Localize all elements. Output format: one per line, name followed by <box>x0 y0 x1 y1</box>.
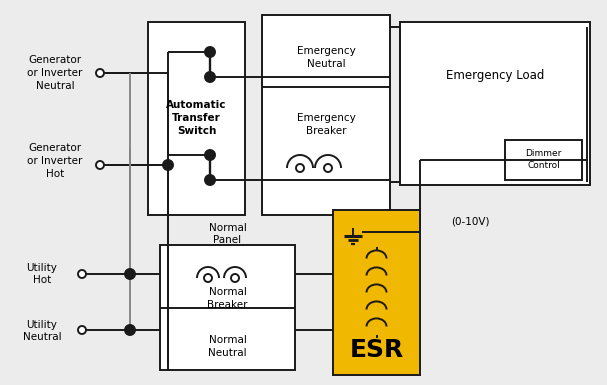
Text: Panel: Panel <box>214 235 242 245</box>
Text: Breaker: Breaker <box>306 126 346 136</box>
Text: Neutral: Neutral <box>307 59 345 69</box>
Text: Emergency: Emergency <box>297 46 355 56</box>
Text: ESR: ESR <box>350 338 404 362</box>
Text: Normal: Normal <box>209 223 246 233</box>
Text: Emergency: Emergency <box>297 113 355 123</box>
Bar <box>505 140 582 180</box>
Text: Switch: Switch <box>177 126 216 136</box>
Text: Generator: Generator <box>29 143 81 153</box>
Circle shape <box>205 72 215 82</box>
Circle shape <box>78 270 86 278</box>
Bar <box>333 210 420 375</box>
Text: Transfer: Transfer <box>172 113 221 123</box>
Circle shape <box>78 326 86 334</box>
Circle shape <box>205 175 215 185</box>
Bar <box>400 22 590 185</box>
Circle shape <box>205 150 215 160</box>
Text: Dimmer: Dimmer <box>525 149 561 157</box>
Bar <box>262 15 390 215</box>
Circle shape <box>296 164 304 172</box>
Text: Hot: Hot <box>46 169 64 179</box>
Text: Normal: Normal <box>209 287 246 297</box>
Circle shape <box>125 269 135 279</box>
Bar <box>148 22 245 215</box>
Text: Control: Control <box>527 161 560 171</box>
Text: Neutral: Neutral <box>208 348 247 358</box>
Text: or Inverter: or Inverter <box>27 68 83 78</box>
Circle shape <box>204 274 212 282</box>
Circle shape <box>96 161 104 169</box>
Text: Neutral: Neutral <box>36 81 74 91</box>
Text: Breaker: Breaker <box>207 300 248 310</box>
Bar <box>160 245 295 370</box>
Text: Neutral: Neutral <box>22 332 61 342</box>
Text: Emergency Load: Emergency Load <box>446 69 544 82</box>
Text: Generator: Generator <box>29 55 81 65</box>
Circle shape <box>324 164 332 172</box>
Circle shape <box>125 325 135 335</box>
Circle shape <box>96 69 104 77</box>
Text: or Inverter: or Inverter <box>27 156 83 166</box>
Text: Normal: Normal <box>209 335 246 345</box>
Text: Utility: Utility <box>27 320 58 330</box>
Circle shape <box>163 160 173 170</box>
Text: Utility: Utility <box>27 263 58 273</box>
Text: Hot: Hot <box>33 275 51 285</box>
Text: (0-10V): (0-10V) <box>451 217 489 227</box>
Circle shape <box>205 47 215 57</box>
Circle shape <box>231 274 239 282</box>
Text: Automatic: Automatic <box>166 100 227 110</box>
